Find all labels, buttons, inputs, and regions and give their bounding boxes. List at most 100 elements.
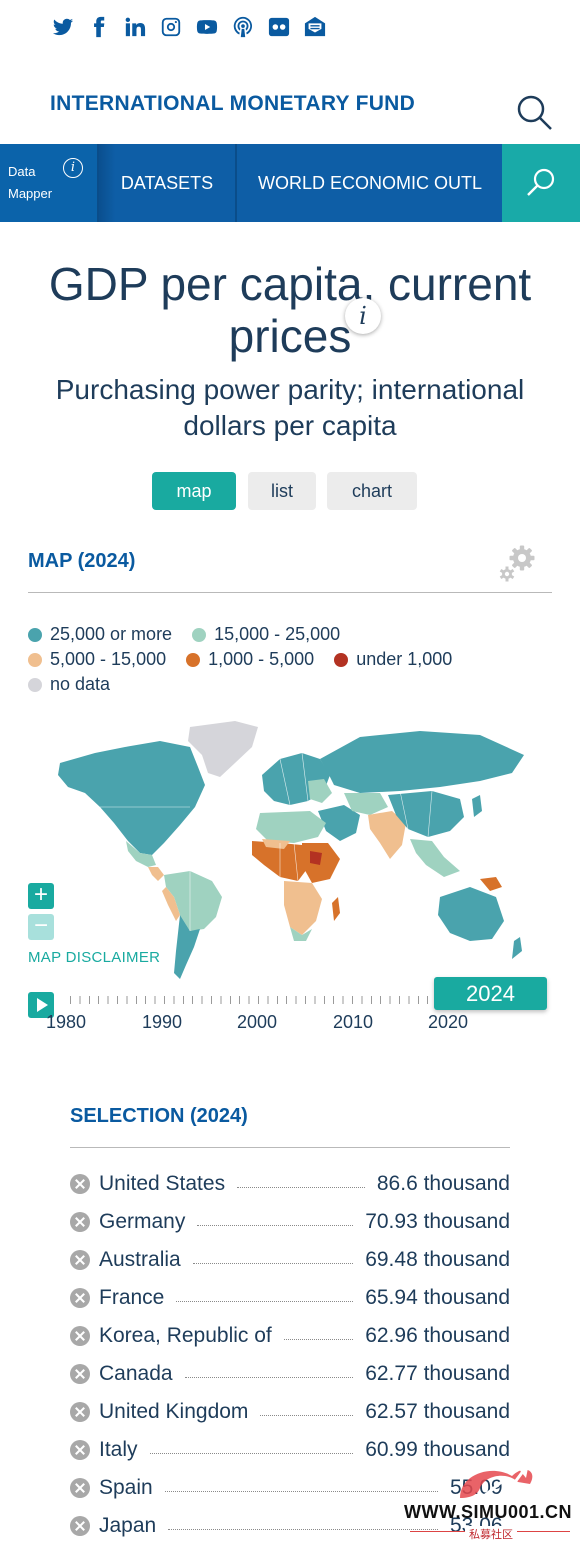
remove-icon[interactable] — [70, 1402, 90, 1422]
region-north-america[interactable] — [58, 741, 205, 855]
info-icon[interactable]: i — [63, 158, 83, 178]
region-madagascar[interactable] — [332, 897, 340, 921]
timeline-label: 1990 — [142, 1012, 183, 1032]
region-central-asia[interactable] — [344, 793, 388, 815]
nav-data-mapper-label-2: Mapper — [8, 186, 53, 201]
remove-icon[interactable] — [70, 1212, 90, 1232]
map-legend: 25,000 or more 15,000 - 25,000 5,000 - 1… — [28, 622, 558, 697]
title-info-icon[interactable]: i — [345, 298, 381, 334]
country-name[interactable]: Japan — [99, 1514, 157, 1537]
country-name[interactable]: Germany — [99, 1210, 186, 1233]
org-name[interactable]: INTERNATIONAL MONETARY FUND — [50, 92, 416, 115]
remove-icon[interactable] — [70, 1174, 90, 1194]
dot-leader — [176, 1300, 354, 1302]
region-sahel[interactable] — [262, 839, 290, 849]
zoom-in-button[interactable]: + — [28, 883, 54, 909]
legend-item[interactable]: under 1,000 — [334, 649, 452, 670]
country-value: 65.94 thousand — [365, 1286, 510, 1309]
facebook-icon[interactable] — [86, 14, 112, 40]
dot-leader — [260, 1414, 354, 1416]
region-east-africa[interactable] — [302, 843, 340, 883]
dot-leader — [197, 1224, 354, 1226]
remove-icon[interactable] — [70, 1516, 90, 1536]
country-name[interactable]: Korea, Republic of — [99, 1324, 272, 1347]
watermark-subtext: 私募社区 — [465, 1526, 517, 1542]
dot-leader — [237, 1186, 365, 1188]
country-name[interactable]: United Kingdom — [99, 1400, 249, 1423]
region-greenland[interactable] — [188, 721, 258, 777]
remove-icon[interactable] — [70, 1250, 90, 1270]
nav-weo[interactable]: WORLD ECONOMIC OUTL — [237, 144, 502, 222]
legend-label: 1,000 - 5,000 — [208, 649, 315, 669]
nav-search-icon[interactable] — [502, 144, 580, 222]
podcast-icon[interactable] — [230, 14, 256, 40]
list-view-button[interactable]: list — [248, 472, 316, 510]
map-disclaimer-link[interactable]: MAP DISCLAIMER — [28, 949, 161, 966]
country-name[interactable]: United States — [99, 1172, 226, 1195]
country-name[interactable]: Italy — [99, 1438, 138, 1461]
region-south-america-south[interactable] — [174, 915, 200, 979]
nav-datasets[interactable]: DATASETS — [99, 144, 237, 222]
country-value: 62.57 thousand — [365, 1400, 510, 1423]
region-australia[interactable] — [438, 887, 504, 941]
region-mexico[interactable] — [126, 841, 156, 867]
linkedin-icon[interactable] — [122, 14, 148, 40]
twitter-icon[interactable] — [50, 14, 76, 40]
legend-item[interactable]: 5,000 - 15,000 — [28, 649, 166, 670]
country-name[interactable]: Canada — [99, 1362, 173, 1385]
legend-item[interactable]: no data — [28, 674, 110, 695]
region-russia[interactable] — [320, 731, 524, 793]
region-southern-africa[interactable] — [284, 881, 322, 935]
region-north-africa[interactable] — [256, 811, 326, 843]
list-item: Australia 69.48 thousand — [70, 1241, 510, 1279]
newsletter-icon[interactable] — [302, 14, 328, 40]
list-item: Italy 60.99 thousand — [70, 1431, 510, 1469]
remove-icon[interactable] — [70, 1478, 90, 1498]
remove-icon[interactable] — [70, 1364, 90, 1384]
country-value: 60.99 thousand — [365, 1438, 510, 1461]
region-south-africa[interactable] — [290, 927, 312, 941]
youtube-icon[interactable] — [194, 14, 220, 40]
remove-icon[interactable] — [70, 1326, 90, 1346]
selected-year-handle[interactable]: 2024 — [434, 977, 547, 1010]
region-middle-east[interactable] — [318, 805, 360, 841]
dot-leader — [192, 1262, 354, 1264]
dot-leader — [168, 1528, 438, 1530]
flickr-icon[interactable] — [266, 14, 292, 40]
remove-icon[interactable] — [70, 1288, 90, 1308]
zoom-out-button[interactable]: − — [28, 914, 54, 940]
legend-item[interactable]: 1,000 - 5,000 — [186, 649, 314, 670]
timeline-track[interactable] — [70, 996, 450, 1004]
region-new-zealand[interactable] — [512, 937, 522, 959]
settings-gear-icon[interactable] — [496, 544, 538, 586]
header-search-icon[interactable] — [514, 92, 554, 132]
region-eastern-europe[interactable] — [308, 779, 332, 803]
region-east-africa-low[interactable] — [310, 851, 322, 865]
region-central-america[interactable] — [148, 867, 164, 881]
instagram-icon[interactable] — [158, 14, 184, 40]
region-south-america-north[interactable] — [164, 871, 222, 931]
legend-swatch — [192, 627, 207, 642]
map-view-button[interactable]: map — [152, 472, 236, 510]
region-south-asia[interactable] — [368, 811, 406, 859]
region-west-africa[interactable] — [252, 841, 310, 881]
region-png[interactable] — [480, 877, 502, 891]
remove-icon[interactable] — [70, 1440, 90, 1460]
region-andes[interactable] — [162, 887, 180, 921]
legend-item[interactable]: 15,000 - 25,000 — [192, 624, 340, 645]
region-japan[interactable] — [472, 795, 482, 817]
legend-item[interactable]: 25,000 or more — [28, 624, 172, 645]
country-name[interactable]: Australia — [99, 1248, 181, 1271]
country-name[interactable]: France — [99, 1286, 165, 1309]
selection-list: United States 86.6 thousand Germany 70.93 … — [70, 1165, 510, 1544]
country-name[interactable]: Spain — [99, 1476, 153, 1499]
play-button[interactable] — [28, 992, 54, 1018]
list-item: Germany 70.93 thousand — [70, 1203, 510, 1241]
world-map[interactable] — [40, 715, 540, 985]
map-divider — [28, 592, 552, 593]
nav-data-mapper[interactable]: Data Mapper i — [0, 144, 99, 222]
chart-view-button[interactable]: chart — [327, 472, 417, 510]
watermark-logo — [460, 1468, 533, 1498]
list-item: United Kingdom 62.57 thousand — [70, 1393, 510, 1431]
region-southeast-asia[interactable] — [410, 839, 460, 877]
